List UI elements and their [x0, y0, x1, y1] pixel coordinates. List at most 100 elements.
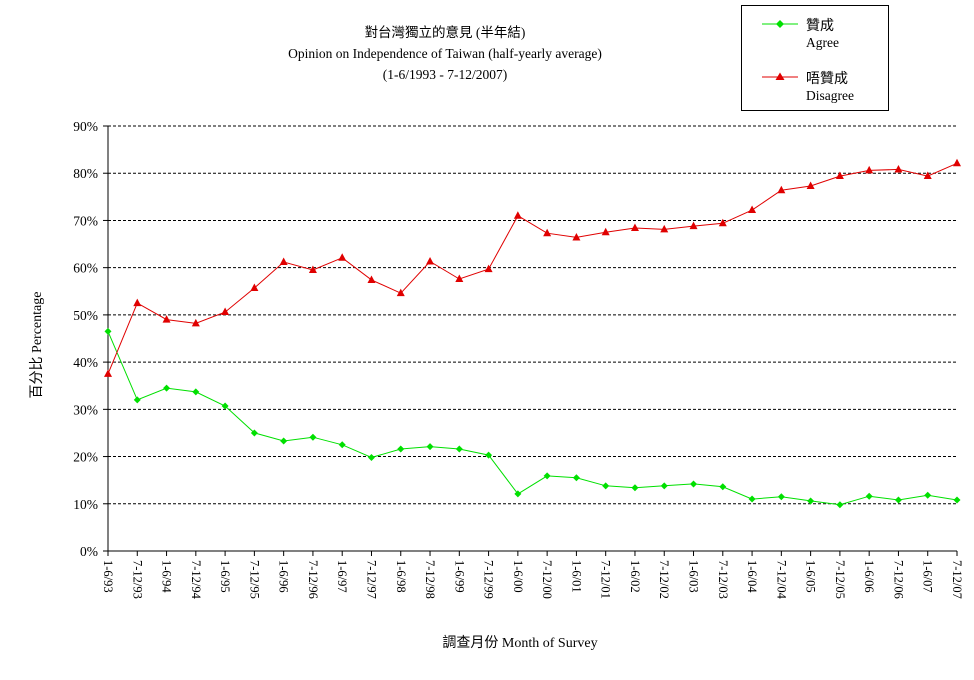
data-point-agree: [514, 490, 522, 498]
data-point-disagree: [426, 257, 435, 265]
x-tick-label: 7-12/06: [891, 560, 905, 599]
x-tick-label: 1-6/96: [277, 560, 291, 593]
legend-label-agree-zh: 贊成: [806, 19, 834, 34]
data-point-agree: [426, 443, 434, 451]
data-point-disagree: [221, 307, 230, 316]
data-point-disagree: [777, 185, 786, 194]
data-point-agree: [455, 445, 463, 453]
data-point-disagree: [162, 315, 171, 323]
data-point-disagree: [806, 181, 815, 189]
data-point-agree: [367, 454, 375, 461]
data-point-disagree: [455, 274, 464, 282]
data-point-disagree: [923, 171, 932, 180]
data-point-agree: [631, 484, 639, 492]
data-point-agree: [309, 433, 317, 441]
x-tick-label: 7-12/95: [247, 560, 261, 599]
x-tick-label: 1-6/06: [862, 560, 876, 593]
data-point-agree: [894, 496, 902, 504]
x-tick-label: 7-12/98: [423, 560, 437, 599]
chart-period: (1-6/1993 - 7-12/2007): [382, 67, 508, 82]
data-point-agree: [221, 402, 229, 410]
data-point-disagree: [104, 369, 112, 377]
x-tick-label: 1-6/04: [745, 560, 759, 593]
legend-label-agree-en: Agree: [806, 35, 839, 50]
series-line-disagree: [107, 162, 958, 375]
x-tick-label: 7-12/97: [364, 560, 378, 599]
y-tick-label: 80%: [73, 166, 98, 181]
x-tick-label: 7-12/96: [306, 560, 320, 599]
x-tick-label: 1-6/95: [218, 560, 232, 593]
data-point-agree: [280, 437, 288, 445]
data-point-disagree: [133, 298, 142, 307]
legend-label-disagree-en: Disagree: [806, 88, 854, 103]
x-tick-label: 1-6/07: [921, 560, 935, 593]
data-point-agree: [104, 327, 112, 335]
data-point-disagree: [601, 227, 610, 236]
x-tick-label: 1-6/02: [628, 560, 642, 593]
data-point-disagree: [630, 223, 639, 231]
legend-symbol-disagree: [762, 72, 798, 80]
data-point-disagree: [572, 232, 581, 241]
data-point-agree: [338, 441, 346, 449]
chart-title: 對台灣獨立的意見 (半年結): [364, 25, 526, 40]
y-tick-label: 30%: [73, 402, 98, 417]
y-axis-label: 百分比 Percentage: [30, 291, 45, 399]
x-tick-label: 7-12/00: [540, 560, 554, 599]
data-point-agree: [690, 480, 698, 488]
data-point-agree: [748, 495, 756, 503]
x-tick-label: 7-12/02: [657, 560, 671, 599]
data-point-agree: [163, 384, 171, 392]
x-tick-label: 1-6/94: [160, 560, 174, 593]
y-tick-label: 90%: [73, 119, 98, 134]
legend-item-disagree: 唔贊成 Disagree: [762, 67, 887, 107]
data-point-disagree: [308, 265, 317, 274]
data-point-disagree: [484, 264, 493, 273]
data-point-disagree: [953, 158, 961, 167]
data-point-agree: [602, 482, 610, 490]
x-tick-label: 7-12/93: [130, 560, 144, 599]
data-point-agree: [250, 429, 258, 437]
data-point-disagree: [543, 228, 552, 237]
data-point-agree: [572, 474, 580, 482]
data-point-disagree: [660, 224, 669, 233]
data-point-disagree: [338, 253, 347, 261]
legend-label-disagree-zh: 唔贊成: [806, 72, 848, 87]
x-tick-label: 7-12/01: [599, 560, 613, 599]
data-point-disagree: [748, 205, 757, 214]
x-tick-label: 1-6/05: [804, 560, 818, 593]
data-point-agree: [397, 445, 405, 453]
data-point-agree: [133, 396, 141, 404]
data-point-agree: [543, 472, 551, 480]
data-point-disagree: [396, 288, 405, 297]
x-tick-label: 7-12/94: [189, 560, 203, 600]
y-tick-label: 40%: [73, 355, 98, 370]
x-tick-label: 1-6/98: [394, 560, 408, 593]
x-axis-label: 調查月份 Month of Survey: [442, 636, 598, 651]
x-tick-label: 7-12/07: [950, 560, 964, 599]
x-tick-label: 1-6/00: [511, 560, 525, 593]
y-tick-label: 50%: [73, 308, 98, 323]
data-point-disagree: [279, 257, 288, 265]
x-tick-label: 1-6/93: [101, 560, 115, 593]
legend-item-agree: 贊成 Agree: [762, 14, 887, 54]
data-point-agree: [719, 483, 727, 491]
x-tick-label: 1-6/01: [569, 560, 583, 593]
x-tick-label: 1-6/03: [687, 560, 701, 593]
data-point-disagree: [689, 221, 698, 230]
y-tick-label: 70%: [73, 213, 98, 228]
chart-titles: 對台灣獨立的意見 (半年結) Opinion on Independence o…: [230, 22, 660, 85]
y-tick-label: 60%: [73, 261, 98, 276]
x-tick-label: 7-12/04: [774, 560, 788, 600]
data-point-agree: [953, 496, 961, 504]
data-point-agree: [865, 492, 873, 500]
x-tick-label: 7-12/99: [482, 560, 496, 599]
x-tick-label: 7-12/03: [716, 560, 730, 599]
data-point-disagree: [865, 165, 874, 174]
chart-legend: 贊成 Agree 唔贊成 Disagree: [741, 5, 889, 111]
data-point-disagree: [718, 218, 727, 227]
x-tick-label: 1-6/99: [452, 560, 466, 593]
data-point-agree: [485, 451, 493, 459]
data-point-agree: [807, 497, 815, 505]
data-point-disagree: [894, 164, 903, 173]
y-tick-label: 10%: [73, 497, 98, 512]
